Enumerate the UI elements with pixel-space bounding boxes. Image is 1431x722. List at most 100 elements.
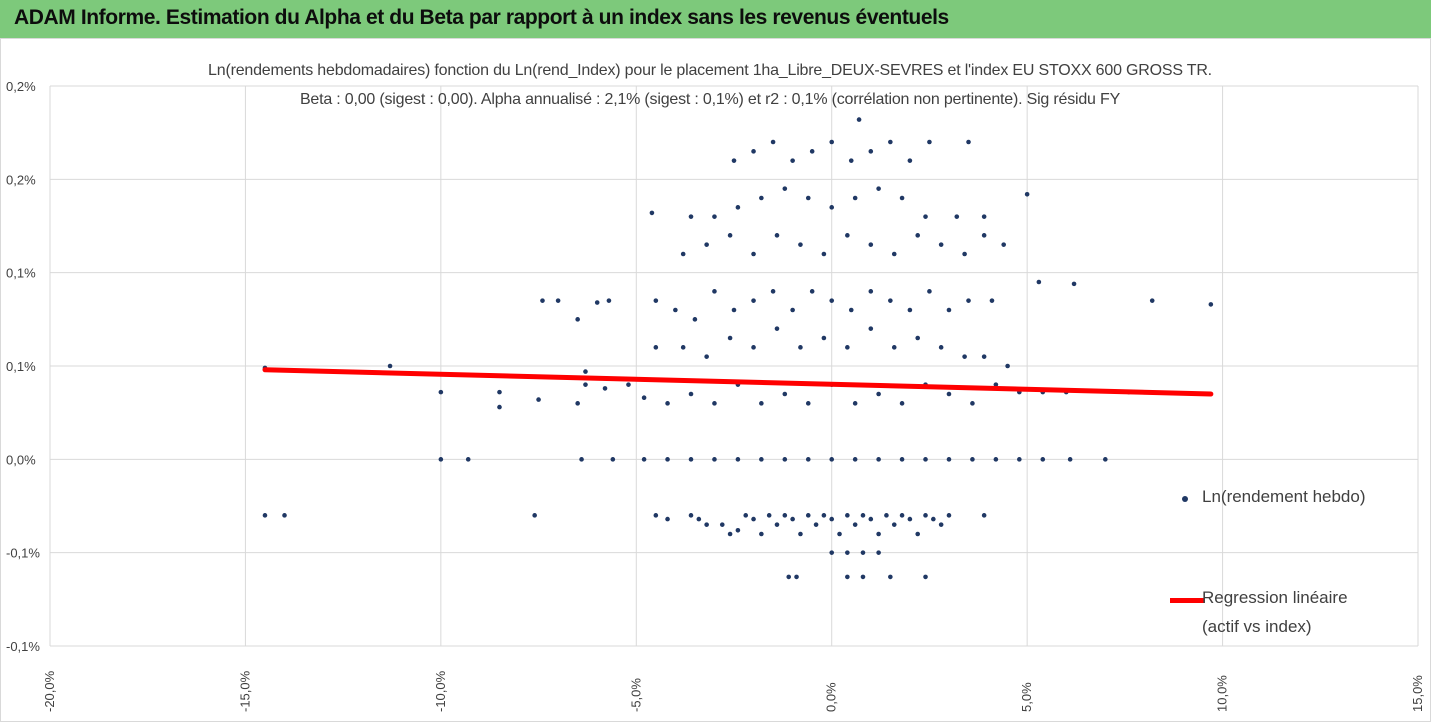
data-point [712,214,717,219]
data-point [704,522,709,527]
y-tick-label: 0,2% [6,172,36,187]
data-point [927,139,932,145]
data-point [1017,457,1022,462]
data-point [583,382,588,387]
data-point [899,195,905,201]
data-point [751,251,756,257]
data-point [665,457,670,462]
x-tick-label: 10,0% [1215,675,1230,712]
data-point [962,251,967,257]
data-point [1208,302,1214,307]
data-point [536,397,541,402]
data-point [727,233,733,238]
data-point [966,298,971,303]
data-point [575,401,580,406]
x-tick-label: 15,0% [1410,675,1425,712]
data-point [860,550,866,555]
data-point [884,513,889,518]
data-point [438,457,444,462]
x-tick-label: -15,0% [237,670,252,712]
data-point [868,242,874,247]
data-point [989,298,995,303]
data-point [770,289,776,294]
data-point [907,307,913,313]
data-point [888,298,893,303]
data-point [915,233,921,238]
report-title: ADAM Informe. Estimation du Alpha et du … [14,6,949,29]
data-point [809,149,815,154]
data-point [735,457,741,462]
data-point [923,457,928,462]
legend-item-regression: Regression linéaire (actif vs index) [1170,563,1420,636]
data-point [688,513,694,518]
data-point [970,457,975,462]
data-point [759,531,764,537]
regression-line [262,367,1214,397]
x-tick-label: -5,0% [628,678,643,712]
data-point [704,242,709,247]
data-point [727,335,733,341]
data-point [852,195,858,201]
data-point [821,251,827,257]
data-point [946,513,952,518]
data-point [805,513,811,518]
data-point [782,186,788,191]
data-point [653,298,659,303]
data-point [759,401,764,406]
data-point [610,457,616,462]
data-point [848,158,854,163]
data-point [876,550,881,555]
data-point [680,345,686,350]
report-header-banner: ADAM Informe. Estimation du Alpha et du … [0,0,1431,39]
data-point [774,522,780,527]
data-point [868,326,874,331]
data-point [575,317,580,322]
data-point [555,298,561,303]
data-point [856,117,862,122]
data-point [782,391,788,397]
data-point [821,335,827,341]
data-point [579,457,584,462]
y-tick-label: -0,1% [6,546,40,561]
data-point [766,513,772,518]
data-point [770,139,776,145]
data-point [805,457,811,462]
data-point [540,298,545,303]
data-point [626,382,631,387]
data-point [594,300,600,305]
data-point [923,214,928,219]
data-point [907,158,913,163]
data-point [1103,457,1108,462]
data-point [845,550,850,555]
data-point [1024,191,1030,197]
x-tick-label: -10,0% [433,670,448,712]
y-tick-label: 0,1% [6,359,36,374]
data-point [938,242,944,247]
chart-legend: Ln(rendement hebdo) Regression linéaire … [1170,485,1420,636]
data-point [907,516,913,522]
data-point [891,251,897,257]
data-point [1001,242,1006,247]
data-point [704,354,709,359]
data-point [641,457,647,462]
data-point [845,513,850,518]
data-point [688,391,694,397]
data-point [665,401,670,406]
data-point [915,531,921,537]
data-point [891,522,897,527]
y-tick-label: 0,2% [6,79,36,94]
data-point [829,139,835,145]
data-point [981,233,987,238]
data-point [868,149,874,154]
legend-label-regression: Regression linéaire [1202,588,1348,607]
data-point [688,457,694,462]
data-point [923,513,928,518]
data-point [692,317,698,322]
y-tick-label: -0,1% [6,639,40,654]
data-point [719,522,725,527]
data-point [735,205,741,210]
data-point [653,345,659,350]
data-point [805,401,811,406]
data-point [774,326,780,331]
data-point [712,289,717,294]
